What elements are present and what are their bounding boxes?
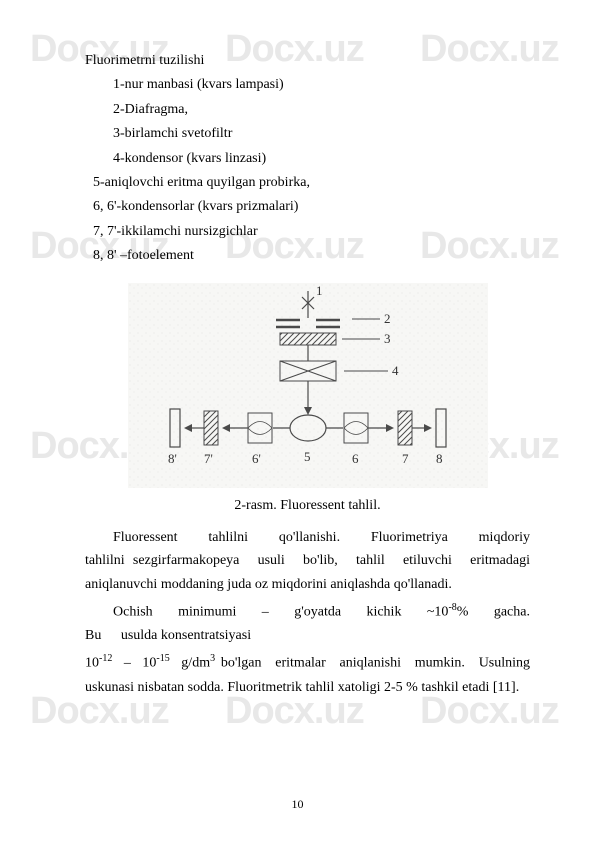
svg-text:5: 5 — [304, 449, 311, 464]
text-line: 1-nur manbasi (kvars lampasi) — [85, 74, 530, 96]
svg-text:6': 6' — [252, 451, 261, 466]
text-line: 3-birlamchi svetofiltr — [85, 123, 530, 145]
diagram-container: 1 2 3 4 5 — [85, 283, 530, 488]
svg-text:7': 7' — [204, 451, 213, 466]
svg-text:7: 7 — [402, 451, 409, 466]
text-line: 5-aniqlovchi eritma quyilgan probirka, — [85, 172, 530, 194]
text-line: 7, 7'-ikkilamchi nursizgichlar — [85, 221, 530, 243]
svg-text:1: 1 — [316, 283, 323, 298]
text-line: 8, 8' –fotoelement — [85, 245, 530, 267]
text-line: Fluorimetrni tuzilishi — [85, 50, 530, 72]
svg-text:3: 3 — [384, 331, 391, 346]
svg-text:8': 8' — [168, 451, 177, 466]
text-line: 6, 6'-kondensorlar (kvars prizmalari) — [85, 196, 530, 218]
svg-text:6: 6 — [352, 451, 359, 466]
paragraph: 10-12 – 10-15 g/dm3 bo'lgan eritmalar an… — [85, 650, 530, 699]
svg-text:8: 8 — [436, 451, 443, 466]
paragraph: Ochish minimumi – g'oyatda kichik ~10-8%… — [85, 599, 530, 648]
fluorimeter-diagram: 1 2 3 4 5 — [128, 283, 488, 488]
figure-caption: 2-rasm. Fluoressent tahlil. — [85, 498, 530, 514]
page-number: 10 — [292, 797, 304, 812]
page-content: Fluorimetrni tuzilishi 1-nur manbasi (kv… — [85, 50, 530, 699]
paragraph: Fluoressent tahlilni qo'llanishi. Fluori… — [85, 526, 530, 597]
text-line: 2-Diafragma, — [85, 99, 530, 121]
svg-text:2: 2 — [384, 311, 391, 326]
svg-text:4: 4 — [392, 363, 399, 378]
text-line: 4-kondensor (kvars linzasi) — [85, 148, 530, 170]
